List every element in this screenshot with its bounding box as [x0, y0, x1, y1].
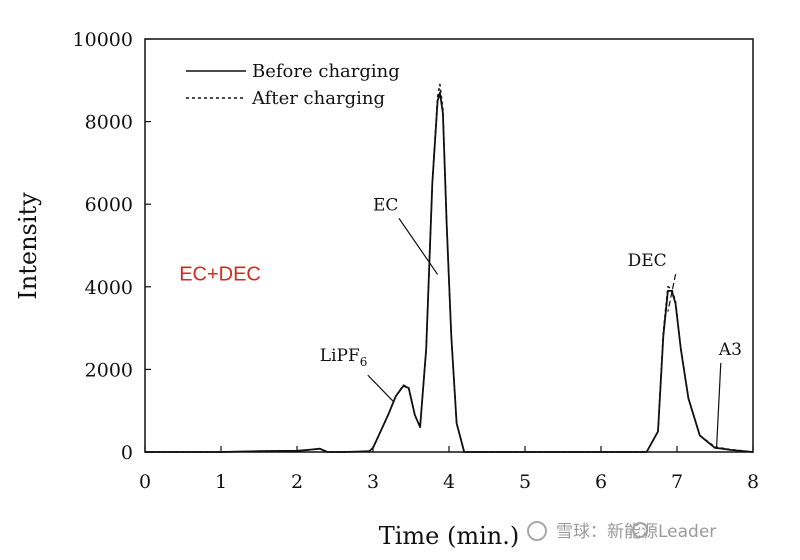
- y-axis-title: Intensity: [14, 192, 42, 300]
- x-tick-label: 1: [215, 471, 227, 493]
- x-tick-label: 3: [367, 471, 379, 493]
- annotation-leader-line: [715, 362, 722, 449]
- y-tick-label: 2000: [85, 359, 133, 381]
- annotation-leader-line: [398, 218, 439, 275]
- x-tick-label: 8: [747, 471, 759, 493]
- annotation-layer: EC DEC A3 LiPF6: [320, 195, 742, 449]
- overlay-text-ec-dec: EC+DEC: [179, 264, 261, 286]
- x-tick-label: 0: [139, 471, 151, 493]
- x-axis-title: Time (min.): [379, 522, 520, 550]
- y-tick-label: 6000: [85, 194, 133, 216]
- legend-label-before-charging: Before charging: [252, 61, 400, 82]
- y-axis-ticks: 0 2000 4000 6000 8000 10000: [73, 29, 151, 464]
- watermark-logo-icon: [527, 521, 547, 541]
- annotation-label: DEC: [628, 251, 667, 271]
- x-tick-label: 4: [443, 471, 455, 493]
- plot-frame: [144, 38, 754, 453]
- annotation-label: LiPF6: [320, 346, 368, 369]
- x-tick-label: 7: [671, 471, 683, 493]
- legend-label-after-charging: After charging: [251, 88, 385, 109]
- watermark-text: 雪球：新能源Leader: [556, 522, 716, 542]
- watermark: 雪球：新能源Leader: [527, 521, 716, 542]
- y-tick-label: 8000: [85, 112, 133, 134]
- x-tick-label: 6: [595, 471, 607, 493]
- annotation-leader-line: [367, 374, 395, 403]
- legend: Before charging After charging: [186, 61, 400, 109]
- series-line-before-charging: [145, 91, 754, 453]
- annotation-label: EC: [373, 195, 398, 215]
- series-layer: [145, 83, 754, 453]
- wechat-logo-icon: [632, 522, 648, 538]
- series-line-after-charging: [145, 83, 754, 453]
- x-axis-ticks: 0 1 2 3 4 5 6 7 8: [139, 446, 759, 493]
- y-tick-label: 10000: [73, 29, 133, 51]
- y-tick-label: 0: [121, 442, 133, 464]
- annotation-label: A3: [718, 340, 742, 360]
- annotation-leader-line: [667, 274, 677, 312]
- y-tick-label: 4000: [85, 277, 133, 299]
- x-tick-label: 5: [519, 471, 531, 493]
- x-tick-label: 2: [291, 471, 303, 493]
